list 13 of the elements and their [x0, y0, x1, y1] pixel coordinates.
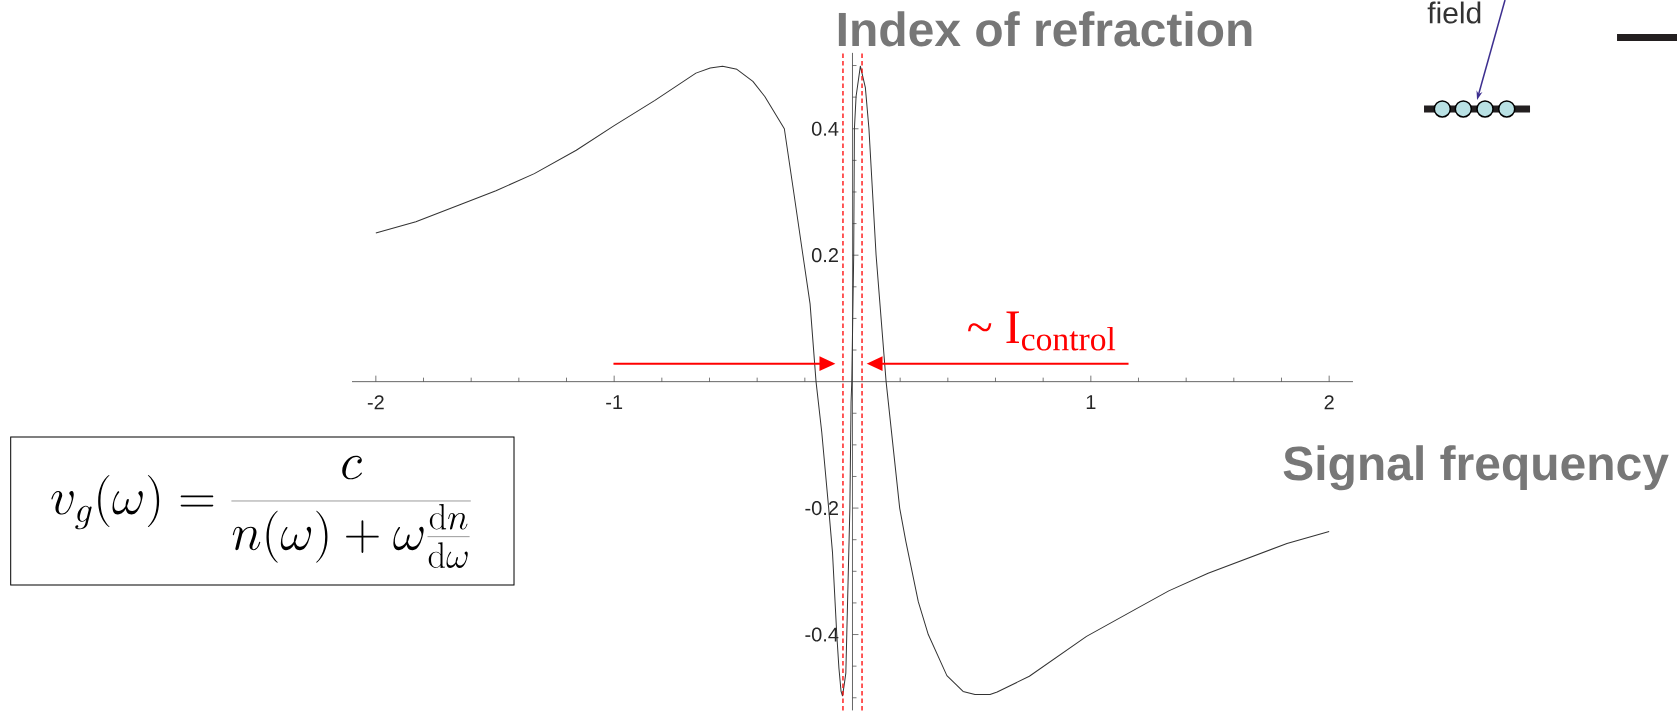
annotation: $v_g(\omega) = \frac{c}{n(\omega) + \omega \frac{\mathrm{d}n}{\mathrm{d}\omega}}$: [51, 455, 471, 568]
y-tick-label: 0.4: [811, 121, 839, 136]
x-axis-title: Signal frequency: [1283, 445, 1669, 491]
x-tick-label: -2: [367, 395, 384, 410]
y-axis-title: Index of refraction: [838, 11, 1252, 47]
x-tick-label: 1: [1086, 395, 1096, 409]
x-tick-label: 2: [1324, 395, 1334, 410]
text: field: [1427, 1, 1481, 24]
y-tick-label: -0.2: [805, 501, 838, 516]
x-tick-label: -1: [606, 395, 623, 409]
ref-line-label: ~ I$_{control}$: [968, 311, 1116, 351]
y-tick-label: 0.2: [811, 248, 838, 263]
y-tick-label: -0.4: [805, 627, 839, 642]
